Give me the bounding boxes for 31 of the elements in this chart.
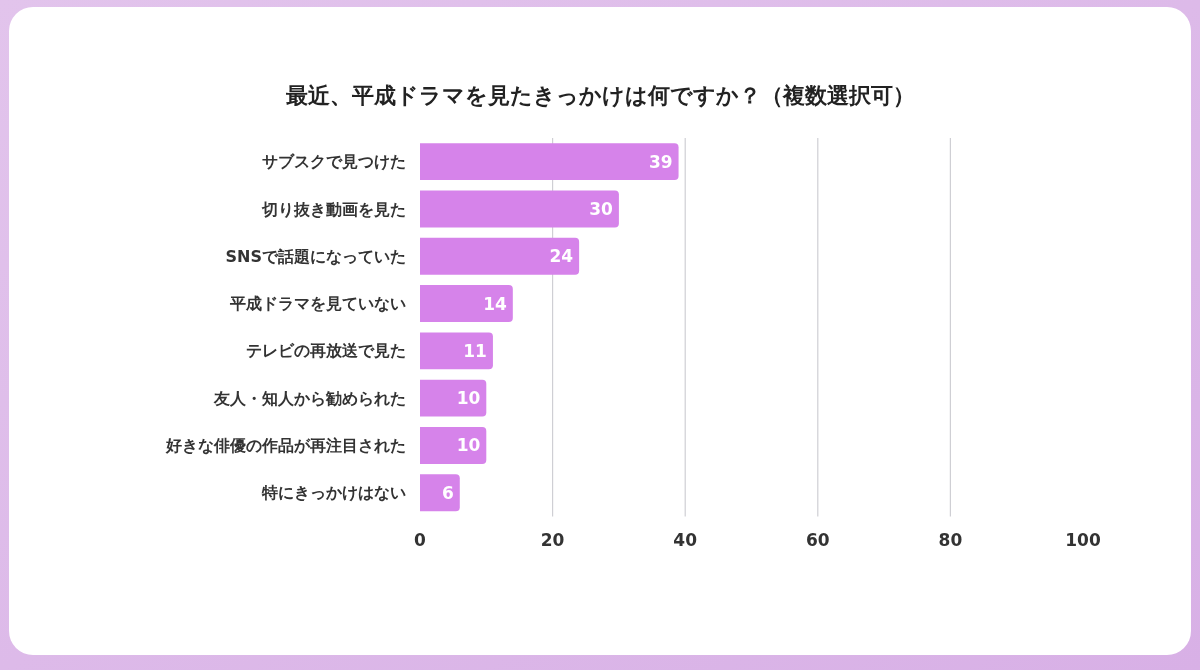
bar	[420, 190, 619, 228]
y-tick-label: 友人・知人から勧められた	[213, 388, 406, 408]
data-label: 14	[483, 293, 507, 314]
y-tick-label: 特にきっかけはない	[261, 483, 406, 503]
bar	[420, 143, 679, 181]
y-tick-label: 切り抜き動画を見た	[261, 199, 406, 219]
bar	[420, 427, 487, 464]
data-label: 10	[456, 388, 481, 409]
y-tick-label: 平成ドラマを見ていない	[229, 294, 406, 314]
bar	[420, 237, 580, 275]
x-tick-label: 20	[540, 530, 565, 551]
x-tick-label: 100	[1065, 530, 1101, 551]
bar	[420, 379, 487, 417]
data-label: 11	[463, 340, 487, 361]
data-label: 24	[549, 246, 574, 267]
data-label: 30	[589, 198, 614, 219]
y-tick-label: SNSで話題になっていた	[225, 246, 406, 266]
bar	[420, 285, 513, 322]
x-tick-label: 60	[805, 530, 830, 551]
bar	[420, 332, 493, 370]
y-tick-label: テレビの再放送で見た	[246, 341, 406, 361]
bar	[420, 474, 460, 512]
y-tick-label: サブスクで見つけた	[262, 152, 406, 172]
data-label: 6	[441, 482, 454, 503]
data-label: 10	[456, 435, 481, 456]
data-label: 39	[648, 151, 673, 172]
chart-title: 最近、平成ドラマを見たきっかけは何ですか？（複数選択可）	[284, 83, 915, 108]
x-tick-label: 80	[938, 530, 963, 551]
x-tick-label: 40	[673, 530, 698, 551]
y-tick-label: 好きな俳優の作品が再注目された	[165, 436, 406, 456]
x-tick-label: 0	[414, 530, 427, 551]
